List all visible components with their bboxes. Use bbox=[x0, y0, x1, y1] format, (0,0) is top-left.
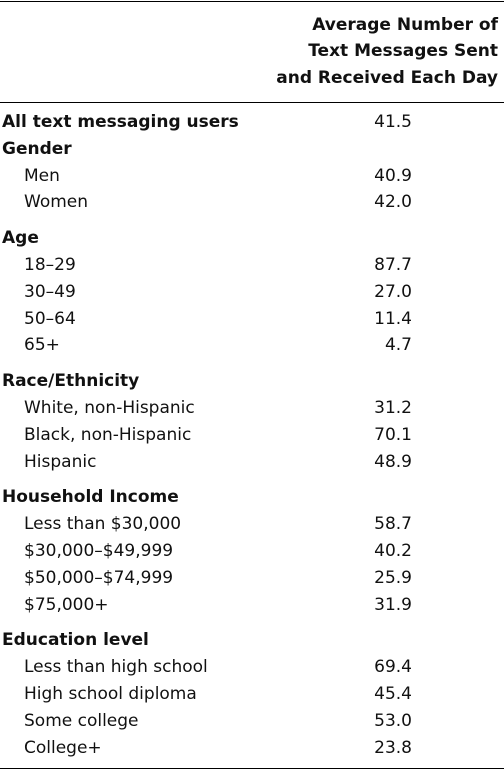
row-label: $30,000–$49,999 bbox=[24, 541, 174, 561]
row-label: Less than high school bbox=[24, 657, 208, 678]
row-value: 31.2 bbox=[374, 398, 412, 418]
column-title: and Received Each Day bbox=[276, 68, 498, 88]
row-label: College+ bbox=[24, 737, 102, 758]
row-value: 40.2 bbox=[374, 541, 412, 561]
row-value: 69.4 bbox=[374, 657, 412, 678]
row-label: Women bbox=[24, 192, 89, 213]
row-value: 25.9 bbox=[374, 567, 412, 588]
row-label: 65+ bbox=[24, 335, 60, 356]
row-label: All text messaging users bbox=[2, 112, 239, 132]
row-label: White, non-Hispanic bbox=[24, 398, 195, 418]
row-label: $75,000+ bbox=[24, 594, 109, 615]
row-value: 40.9 bbox=[374, 165, 412, 186]
row-value: 58.7 bbox=[374, 514, 412, 535]
row-value: 4.7 bbox=[384, 335, 412, 356]
group-label: Household Income bbox=[2, 487, 179, 508]
row-value: 45.4 bbox=[374, 684, 412, 704]
row-label: Black, non-Hispanic bbox=[24, 424, 192, 445]
group-label: Race/Ethnicity bbox=[2, 371, 140, 392]
row-label: 50–64 bbox=[24, 308, 76, 329]
row-label: $50,000–$74,999 bbox=[24, 567, 174, 588]
row-label: High school diploma bbox=[24, 684, 197, 704]
group-label: Age bbox=[2, 228, 39, 249]
row-label: Men bbox=[24, 165, 60, 186]
row-value: 27.0 bbox=[374, 281, 412, 302]
row-label: 18–29 bbox=[24, 255, 76, 275]
column-title: Text Messages Sent bbox=[308, 41, 498, 61]
column-title: Average Number of bbox=[312, 15, 498, 35]
header-rule bbox=[0, 102, 504, 103]
group-label: Education level bbox=[2, 630, 149, 651]
row-label: Hispanic bbox=[24, 451, 97, 472]
row-label: 30–49 bbox=[24, 281, 76, 302]
row-value: 87.7 bbox=[374, 255, 412, 275]
bottom-rule bbox=[0, 768, 504, 769]
row-value: 23.8 bbox=[374, 737, 412, 758]
row-value: 48.9 bbox=[374, 451, 412, 472]
row-value: 41.5 bbox=[374, 112, 412, 132]
row-value: 42.0 bbox=[374, 192, 412, 213]
row-label: Some college bbox=[24, 710, 139, 731]
top-rule bbox=[0, 1, 504, 2]
row-label: Less than $30,000 bbox=[24, 514, 182, 535]
row-value: 11.4 bbox=[374, 308, 412, 329]
row-value: 31.9 bbox=[374, 594, 412, 615]
row-value: 53.0 bbox=[374, 710, 412, 731]
row-value: 70.1 bbox=[374, 424, 412, 445]
group-label: Gender bbox=[2, 138, 72, 159]
